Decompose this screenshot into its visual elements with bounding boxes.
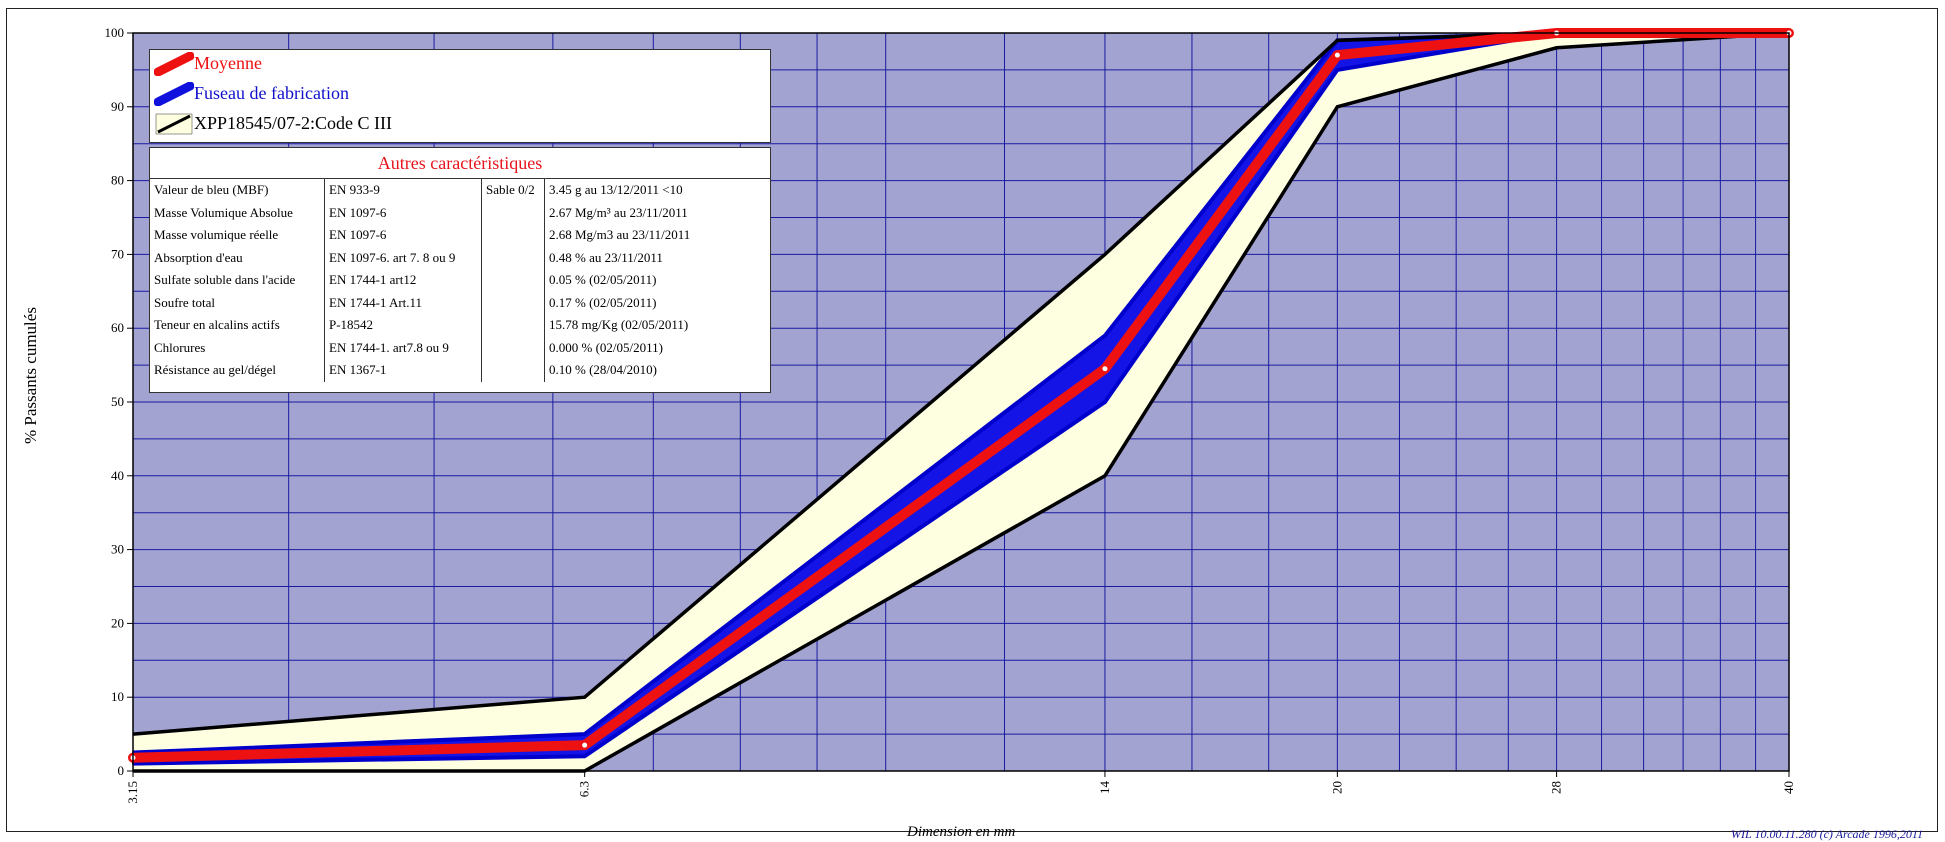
characteristic-material bbox=[481, 314, 545, 337]
legend-label-fuseau: Fuseau de fabrication bbox=[194, 83, 349, 103]
chart-frame: 0 10 20 30 40 50 60 70 80 90 100 3.15 6.3 14 20 28 40 % … bbox=[6, 8, 1938, 841]
y-tick-label: 0 bbox=[118, 763, 125, 778]
characteristic-value: 2.68 Mg/m3 au 23/11/2011 bbox=[549, 227, 691, 243]
characteristic-name: Chlorures bbox=[150, 336, 325, 359]
characteristic-name: Valeur de bleu (MBF) bbox=[150, 179, 325, 202]
mean-point bbox=[1102, 366, 1108, 372]
y-tick-label: 40 bbox=[111, 468, 124, 483]
y-tick-label: 70 bbox=[111, 246, 124, 261]
characteristic-name: Sulfate soluble dans l'acide bbox=[150, 269, 325, 292]
y-tick-label: 80 bbox=[111, 173, 124, 188]
y-tick-label: 60 bbox=[111, 320, 124, 335]
legend-swatch-code-c-iii bbox=[155, 113, 193, 135]
characteristic-standard: EN 1744-1 Art.11 bbox=[324, 291, 482, 314]
mean-point bbox=[582, 742, 588, 748]
characteristic-row: Masse volumique réelle EN 1097-6 2.68 Mg/m… bbox=[150, 224, 770, 247]
characteristic-value: 0.17 % (02/05/2011) bbox=[549, 294, 657, 310]
characteristic-standard: P-18542 bbox=[324, 314, 482, 337]
characteristic-row: Absorption d'eau EN 1097-6. art 7. 8 ou 9… bbox=[150, 246, 770, 269]
characteristic-row: Masse Volumique Absolue EN 1097-6 2.67 Mg/… bbox=[150, 201, 770, 224]
characteristic-standard: EN 933-9 bbox=[324, 179, 482, 202]
characteristic-row: Sulfate soluble dans l'acide EN 1744-1 ar… bbox=[150, 269, 770, 292]
x-axis-label: Dimension en mm bbox=[907, 824, 1016, 840]
characteristic-standard: EN 1097-6 bbox=[324, 201, 482, 224]
characteristic-standard: EN 1097-6 bbox=[324, 224, 482, 247]
y-tick-label: 30 bbox=[111, 542, 124, 557]
x-tick-label: 3.15 bbox=[125, 781, 140, 804]
characteristic-standard: EN 1744-1. art7.8 ou 9 bbox=[324, 336, 482, 359]
chart: 0 10 20 30 40 50 60 70 80 90 100 3.15 6.3 14 20 28 40 bbox=[105, 25, 1797, 804]
characteristic-value: 2.67 Mg/m³ au 23/11/2011 bbox=[549, 204, 688, 220]
legend-item-moyenne: Moyenne bbox=[150, 50, 770, 78]
x-tick-label: 14 bbox=[1097, 781, 1112, 795]
characteristic-name: Masse Volumique Absolue bbox=[150, 201, 325, 224]
x-tick-label: 20 bbox=[1329, 781, 1344, 794]
characteristic-name: Teneur en alcalins actifs bbox=[150, 314, 325, 337]
characteristic-value: 0.05 % (02/05/2011) bbox=[549, 272, 657, 288]
y-tick-label: 90 bbox=[111, 99, 124, 114]
characteristic-value: 0.10 % (28/04/2010) bbox=[549, 362, 657, 378]
y-tick-label: 50 bbox=[111, 394, 124, 409]
characteristic-standard: EN 1097-6. art 7. 8 ou 9 bbox=[324, 246, 482, 269]
spec-envelope-area bbox=[133, 33, 1789, 771]
characteristic-name: Soufre total bbox=[150, 291, 325, 314]
characteristic-material bbox=[481, 269, 545, 292]
characteristic-material bbox=[481, 336, 545, 359]
characteristic-material bbox=[481, 291, 545, 314]
legend: Moyenne Fuseau de fabrication XPP18545/0… bbox=[149, 49, 771, 143]
legend-swatch-moyenne bbox=[154, 52, 194, 76]
other-characteristics-table: Valeur de bleu (MBF) EN 933-9 Sable 0/2 3.4… bbox=[150, 179, 770, 382]
characteristic-row: Teneur en alcalins actifs P-18542 15.78 mg… bbox=[150, 314, 770, 337]
y-tick-label: 100 bbox=[105, 25, 125, 40]
y-axis-label: % Passants cumulés bbox=[21, 307, 40, 444]
x-tick-label: 40 bbox=[1781, 781, 1796, 794]
x-tick-label: 6.3 bbox=[577, 781, 592, 797]
legend-item-fuseau: Fuseau de fabrication bbox=[150, 80, 770, 108]
characteristic-material bbox=[481, 246, 545, 269]
legend-label-code-c-iii: XPP18545/07-2:Code C III bbox=[194, 113, 392, 133]
characteristic-value: 0.48 % au 23/11/2011 bbox=[549, 249, 663, 265]
characteristic-value: 3.45 g au 13/12/2011 <10 bbox=[549, 182, 683, 198]
other-characteristics-panel: Autres caractéristiques Valeur de bleu (… bbox=[149, 147, 771, 393]
characteristic-name: Masse volumique réelle bbox=[150, 224, 325, 247]
y-tick-label: 10 bbox=[111, 689, 124, 704]
characteristic-name: Absorption d'eau bbox=[150, 246, 325, 269]
characteristic-row: Soufre total EN 1744-1 Art.11 0.17 % (02/0… bbox=[150, 291, 770, 314]
mean-point bbox=[1334, 52, 1340, 58]
characteristic-value: 15.78 mg/Kg (02/05/2011) bbox=[549, 317, 689, 333]
x-tick-label: 28 bbox=[1549, 781, 1564, 794]
characteristic-name: Résistance au gel/dégel bbox=[150, 359, 325, 382]
characteristic-row: Chlorures EN 1744-1. art7.8 ou 9 0.000 % (… bbox=[150, 336, 770, 359]
characteristic-value: 0.000 % (02/05/2011) bbox=[549, 339, 663, 355]
characteristic-row: Résistance au gel/dégel EN 1367-1 0.10 % (… bbox=[150, 359, 770, 382]
characteristic-material bbox=[481, 359, 545, 382]
legend-item-code-c-iii: XPP18545/07-2:Code C III bbox=[150, 110, 770, 138]
characteristic-standard: EN 1744-1 art12 bbox=[324, 269, 482, 292]
characteristic-material: Sable 0/2 bbox=[481, 179, 545, 202]
legend-label-moyenne: Moyenne bbox=[194, 53, 262, 73]
y-tick-label: 20 bbox=[111, 615, 124, 630]
other-characteristics-title: Autres caractéristiques bbox=[150, 148, 770, 179]
legend-swatch-fuseau bbox=[154, 82, 194, 106]
characteristic-material bbox=[481, 201, 545, 224]
characteristic-standard: EN 1367-1 bbox=[324, 359, 482, 382]
characteristic-row: Valeur de bleu (MBF) EN 933-9 Sable 0/2 3.4… bbox=[150, 179, 770, 202]
characteristic-material bbox=[481, 224, 545, 247]
